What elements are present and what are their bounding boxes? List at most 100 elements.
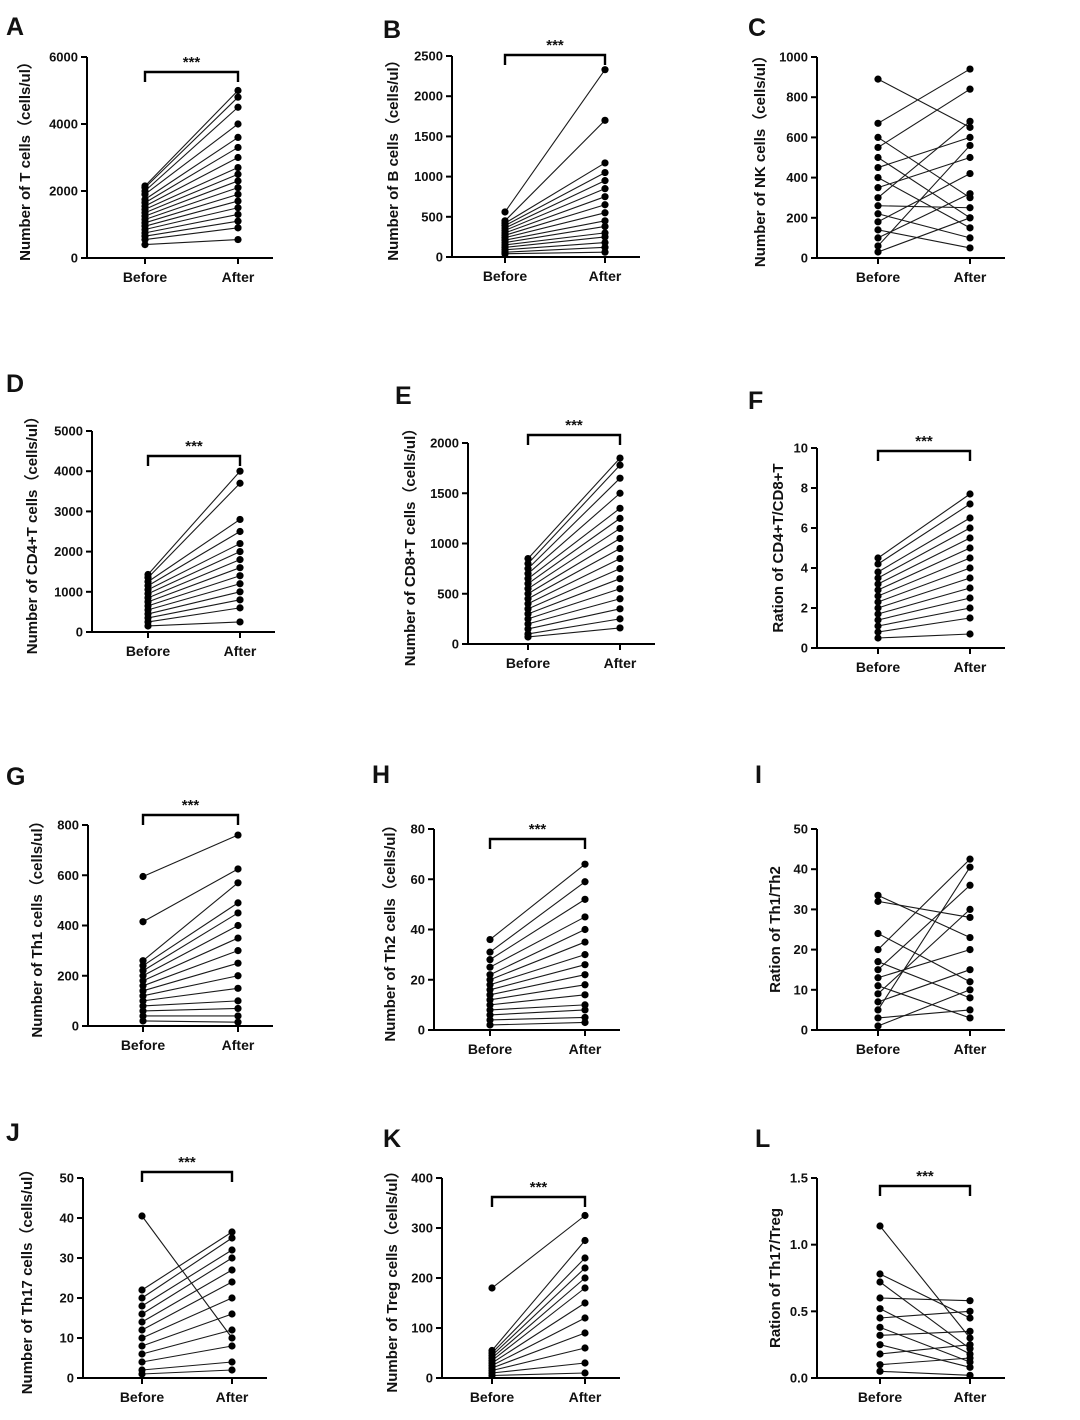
significance-stars: ***	[546, 37, 564, 54]
after-point	[966, 978, 974, 986]
before-point	[486, 981, 494, 989]
paired-line	[877, 961, 971, 999]
after-point	[966, 204, 974, 212]
after-point	[581, 1018, 589, 1027]
paired-line	[879, 1344, 971, 1355]
before-point	[524, 610, 532, 618]
y-tick-label: 30	[794, 902, 808, 917]
paired-line	[141, 1345, 233, 1363]
after-point	[228, 1294, 236, 1302]
y-axis-label: Ration of Th17/Treg	[767, 1208, 784, 1348]
paired-line	[491, 1287, 586, 1361]
before-point	[874, 598, 882, 606]
after-point	[236, 548, 244, 556]
y-tick-label: 2000	[430, 436, 459, 451]
after-point	[236, 467, 244, 475]
after-point	[234, 997, 242, 1005]
significance-stars: ***	[529, 821, 547, 838]
paired-line	[489, 898, 586, 961]
significance-bracket	[526, 433, 622, 445]
before-point	[874, 974, 882, 982]
after-point	[966, 169, 974, 178]
paired-line	[879, 1273, 971, 1319]
y-tick-label: 1500	[430, 486, 459, 501]
paired-line	[527, 568, 621, 610]
after-point	[601, 233, 609, 241]
before-point	[486, 1001, 494, 1009]
after-point	[966, 544, 974, 552]
before-point	[874, 143, 882, 152]
paired-line	[877, 547, 971, 591]
chart-panel-e: E Number of CD8+T cells（cells/ul） 0 500 1000…	[395, 382, 655, 671]
y-tick-label: 8	[801, 481, 808, 496]
before-point	[524, 590, 532, 598]
paired-line	[144, 123, 239, 195]
y-tick-label: 40	[411, 922, 425, 937]
paired-line	[141, 1231, 233, 1291]
panel-letter: H	[372, 761, 390, 789]
panel-letter: I	[755, 761, 762, 789]
paired-line	[489, 1004, 586, 1011]
after-point	[966, 234, 974, 242]
paired-line	[142, 834, 239, 878]
before-point	[139, 1002, 147, 1010]
after-point	[966, 1307, 974, 1315]
after-point	[616, 615, 624, 623]
after-point	[581, 961, 589, 969]
paired-line	[879, 1357, 971, 1366]
paired-line	[877, 78, 971, 128]
paired-line	[147, 591, 241, 615]
paired-line	[504, 69, 606, 213]
before-point	[138, 1342, 146, 1350]
y-tick-label: 300	[411, 1221, 433, 1236]
before-point	[501, 208, 509, 216]
after-point	[966, 863, 974, 871]
after-point	[236, 572, 244, 580]
y-axis-label: Number of CD4+T cells（cells/ul）	[23, 409, 41, 655]
significance-bracket	[141, 813, 240, 825]
before-point	[138, 1294, 146, 1302]
paired-line	[489, 1009, 586, 1016]
before-point	[876, 1270, 884, 1278]
after-point	[234, 235, 242, 244]
before-point	[874, 966, 882, 974]
paired-line	[144, 173, 239, 214]
after-point	[616, 585, 624, 593]
after-point	[234, 984, 242, 992]
before-point	[874, 210, 882, 218]
before-point	[486, 986, 494, 994]
paired-line	[527, 517, 621, 585]
panel-letter: E	[395, 382, 412, 410]
after-point	[616, 461, 624, 469]
y-tick-label: 0.5	[790, 1304, 808, 1319]
before-point	[524, 625, 532, 633]
before-point	[874, 610, 882, 618]
after-point	[966, 855, 974, 863]
after-point	[234, 120, 242, 128]
after-point	[234, 921, 242, 930]
after-point	[228, 1366, 236, 1374]
paired-line	[504, 180, 606, 229]
paired-line	[877, 908, 971, 995]
chart-panel-b: B Number of B cells（cells/ul） 0 500 1000 1500…	[383, 16, 640, 284]
paired-line	[877, 577, 971, 609]
before-point	[874, 982, 882, 990]
after-point	[581, 1236, 589, 1245]
paired-line	[144, 239, 239, 246]
x-category-label-after: After	[954, 1041, 987, 1057]
paired-line	[877, 177, 971, 229]
after-point	[228, 1310, 236, 1318]
after-point	[236, 564, 244, 572]
before-point	[874, 218, 882, 226]
significance-bracket	[503, 53, 607, 65]
paired-line	[877, 156, 971, 189]
paired-line	[491, 1362, 586, 1374]
before-point	[139, 997, 147, 1005]
after-point	[236, 588, 244, 596]
paired-line	[142, 1020, 239, 1023]
chart-panel-g: G Number of Th1 cells（cells/ul） 0 200 400 600…	[6, 763, 273, 1053]
after-point	[581, 925, 589, 934]
y-tick-label: 10	[794, 441, 808, 456]
after-point	[228, 1326, 236, 1334]
x-category-label-after: After	[569, 1041, 602, 1057]
